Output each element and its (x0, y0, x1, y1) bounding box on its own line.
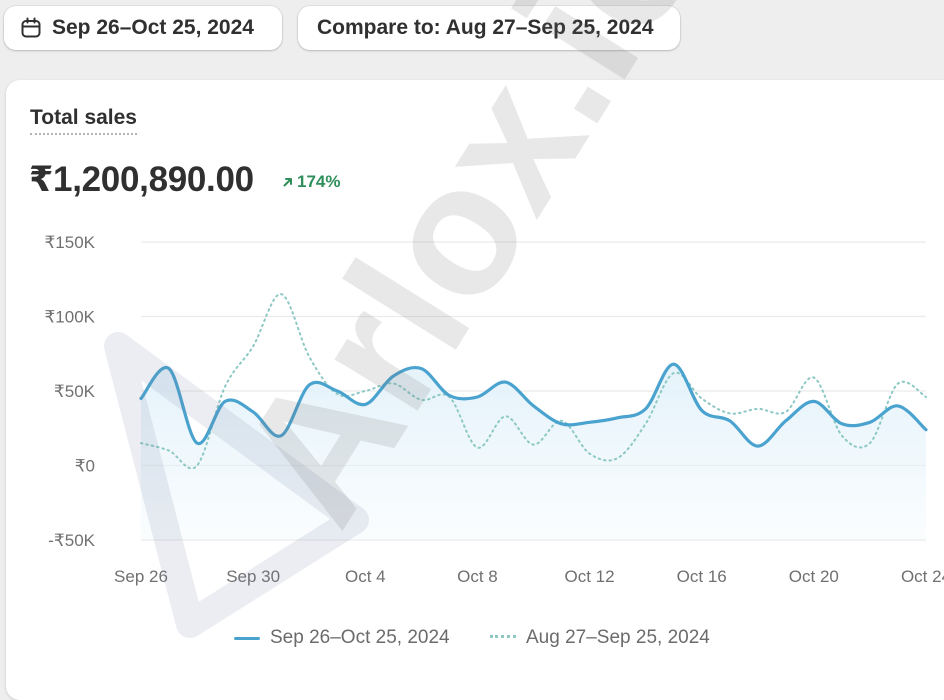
legend-swatch-solid (234, 636, 260, 640)
arrow-up-right-icon (283, 178, 292, 187)
x-tick-label: Sep 30 (226, 567, 280, 586)
compare-range-label: Compare to: Aug 27–Sep 25, 2024 (317, 16, 654, 39)
y-tick-label: ₹0 (75, 457, 95, 476)
total-sales-value: ₹1,200,890.00 (29, 160, 254, 199)
series-area-current (141, 364, 926, 540)
calendar-icon (21, 17, 41, 38)
x-tick-label: Oct 24 (901, 567, 944, 586)
legend-swatch-dotted (490, 635, 516, 641)
legend-label-current: Sep 26–Oct 25, 2024 (270, 627, 450, 648)
legend-label-previous: Aug 27–Sep 25, 2024 (526, 627, 710, 648)
legend-item-current[interactable]: Sep 26–Oct 25, 2024 (234, 626, 450, 650)
y-tick-label: -₹50K (48, 531, 95, 550)
x-tick-label: Sep 26 (114, 567, 168, 586)
x-tick-label: Oct 8 (457, 567, 498, 586)
x-tick-label: Oct 4 (345, 567, 386, 586)
series-line-current (139, 362, 928, 448)
y-tick-label: ₹150K (44, 233, 95, 252)
legend-item-previous[interactable]: Aug 27–Sep 25, 2024 (490, 626, 710, 650)
compare-range-picker[interactable]: Compare to: Aug 27–Sep 25, 2024 (298, 6, 680, 50)
x-tick-label: Oct 12 (565, 567, 615, 586)
change-badge: 174% (282, 172, 340, 192)
date-range-picker[interactable]: Sep 26–Oct 25, 2024 (4, 6, 282, 50)
y-tick-label: ₹50K (54, 382, 96, 401)
x-tick-label: Oct 16 (677, 567, 727, 586)
date-range-label: Sep 26–Oct 25, 2024 (52, 16, 254, 39)
y-tick-label: ₹100K (44, 308, 95, 327)
series-line-previous (140, 293, 927, 470)
change-value: 174% (297, 172, 341, 191)
card-title[interactable]: Total sales (30, 106, 137, 135)
sales-line-chart: ₹150K ₹100K ₹50K ₹0 -₹50K Sep 26 Sep 30 Oct 4 Oc… (44, 233, 944, 586)
x-tick-label: Oct 20 (789, 567, 839, 586)
